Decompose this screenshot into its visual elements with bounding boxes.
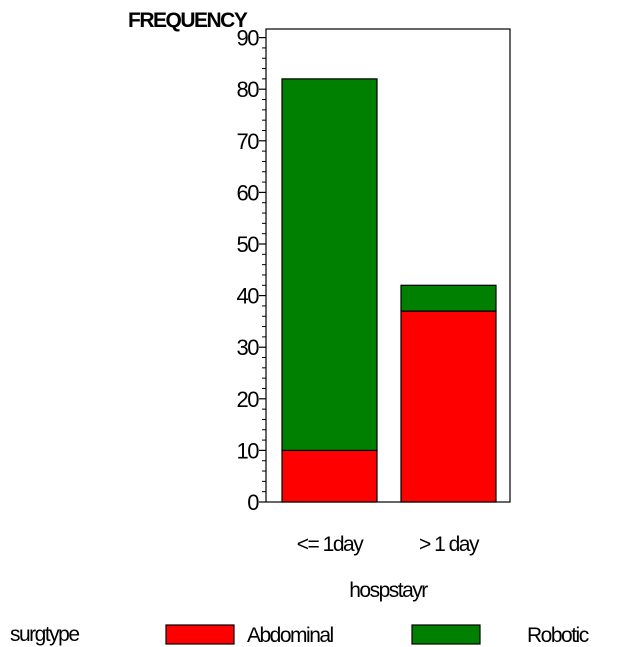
bars [281,78,497,503]
legend-label-robotic: Robotic [527,624,589,647]
y-tick-label: 50 [237,232,260,257]
x-tick-label: <= 1day [297,533,364,556]
y-tick-label: 60 [237,180,260,205]
x-axis-title: hospstayr [349,579,428,602]
y-tick-label: 40 [237,284,260,309]
y-axis-title: FREQUENCY [128,9,248,32]
x-tick-label: > 1 day [419,533,480,556]
plot-frame [265,28,511,503]
legend-title: surgtype [10,623,79,646]
bar-segment-abdominal [400,310,497,503]
y-tick-label: 0 [247,490,259,515]
bar-segment-abdominal [281,449,378,503]
y-tick-label: 70 [237,129,260,154]
legend: surgtype Abdominal Robotic [10,623,590,647]
y-axis: 0 10 20 30 40 50 60 70 80 90 [237,26,266,515]
y-tick-label: 20 [237,387,260,412]
y-tick-label: 80 [237,77,260,102]
y-tick-label: 10 [237,438,260,463]
legend-swatch-robotic [411,624,481,645]
legend-label-abdominal: Abdominal [247,624,334,647]
y-tick-label: 90 [237,26,260,51]
x-tick-labels: <= 1day > 1 day [297,533,482,556]
legend-swatch-abdominal [165,624,235,645]
bar-segment-robotic [281,78,378,451]
bar-segment-robotic [400,284,497,312]
y-tick-label: 30 [237,335,260,360]
